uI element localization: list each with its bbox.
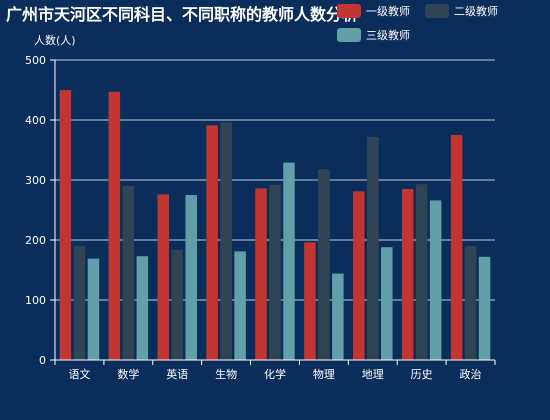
x-tick-label: 语文 bbox=[68, 367, 90, 381]
x-tick-label: 英语 bbox=[166, 367, 188, 381]
bar[interactable] bbox=[353, 191, 365, 360]
bar[interactable] bbox=[206, 125, 218, 361]
y-tick-label: 100 bbox=[25, 294, 46, 307]
legend-swatch bbox=[337, 4, 361, 18]
bar[interactable] bbox=[136, 256, 149, 360]
legend-item[interactable]: 三级教师 bbox=[337, 28, 410, 42]
legend-label: 一级教师 bbox=[366, 5, 410, 18]
bars bbox=[59, 90, 491, 361]
bar[interactable] bbox=[478, 256, 491, 360]
bar[interactable] bbox=[185, 195, 197, 360]
x-tick-label: 地理 bbox=[362, 368, 384, 381]
bar[interactable] bbox=[318, 169, 330, 360]
bar[interactable] bbox=[122, 186, 135, 360]
x-tick-label: 政治 bbox=[460, 367, 482, 381]
bar[interactable] bbox=[415, 184, 428, 360]
y-tick-label: 300 bbox=[25, 174, 46, 187]
bar[interactable] bbox=[157, 194, 169, 360]
bar[interactable] bbox=[255, 188, 267, 360]
bar[interactable] bbox=[367, 136, 379, 360]
bar[interactable] bbox=[401, 189, 414, 360]
bar[interactable] bbox=[108, 91, 121, 361]
x-tick-label: 数学 bbox=[117, 367, 139, 381]
y-tick-label: 500 bbox=[25, 54, 46, 67]
y-tick-label: 200 bbox=[25, 234, 46, 247]
chart-title: 广州市天河区不同科目、不同职称的教师人数分析 bbox=[6, 5, 358, 24]
bar[interactable] bbox=[332, 273, 344, 360]
legend-label: 二级教师 bbox=[454, 5, 498, 18]
bar[interactable] bbox=[269, 184, 281, 360]
bar[interactable] bbox=[87, 258, 100, 360]
bar[interactable] bbox=[429, 200, 442, 360]
bar[interactable] bbox=[283, 162, 295, 360]
bar[interactable] bbox=[381, 247, 393, 360]
y-axis-label: 人数(人) bbox=[34, 34, 76, 47]
y-tick-label: 0 bbox=[39, 354, 46, 367]
bar[interactable] bbox=[59, 90, 72, 360]
legend-item[interactable]: 一级教师 bbox=[337, 4, 410, 18]
bar[interactable] bbox=[464, 246, 477, 360]
legend-item[interactable]: 二级教师 bbox=[425, 4, 498, 18]
legend-label: 三级教师 bbox=[366, 29, 410, 42]
bar[interactable] bbox=[450, 135, 463, 360]
legend-swatch bbox=[425, 4, 449, 18]
axes: 0 100 200 300 400 500 语文 数学 英语 生物 化学 物理 地理 历史 政治 bbox=[25, 54, 496, 381]
y-tick-label: 400 bbox=[25, 114, 46, 127]
bar[interactable] bbox=[304, 242, 316, 360]
x-tick-label: 历史 bbox=[411, 368, 433, 381]
bar[interactable] bbox=[234, 251, 246, 360]
bar[interactable] bbox=[220, 122, 232, 361]
x-tick-label: 化学 bbox=[264, 367, 286, 381]
x-tick-label: 生物 bbox=[215, 367, 237, 381]
x-tick-label: 物理 bbox=[313, 367, 335, 381]
legend-swatch bbox=[337, 28, 361, 42]
bar[interactable] bbox=[171, 249, 183, 360]
bar[interactable] bbox=[73, 246, 86, 360]
